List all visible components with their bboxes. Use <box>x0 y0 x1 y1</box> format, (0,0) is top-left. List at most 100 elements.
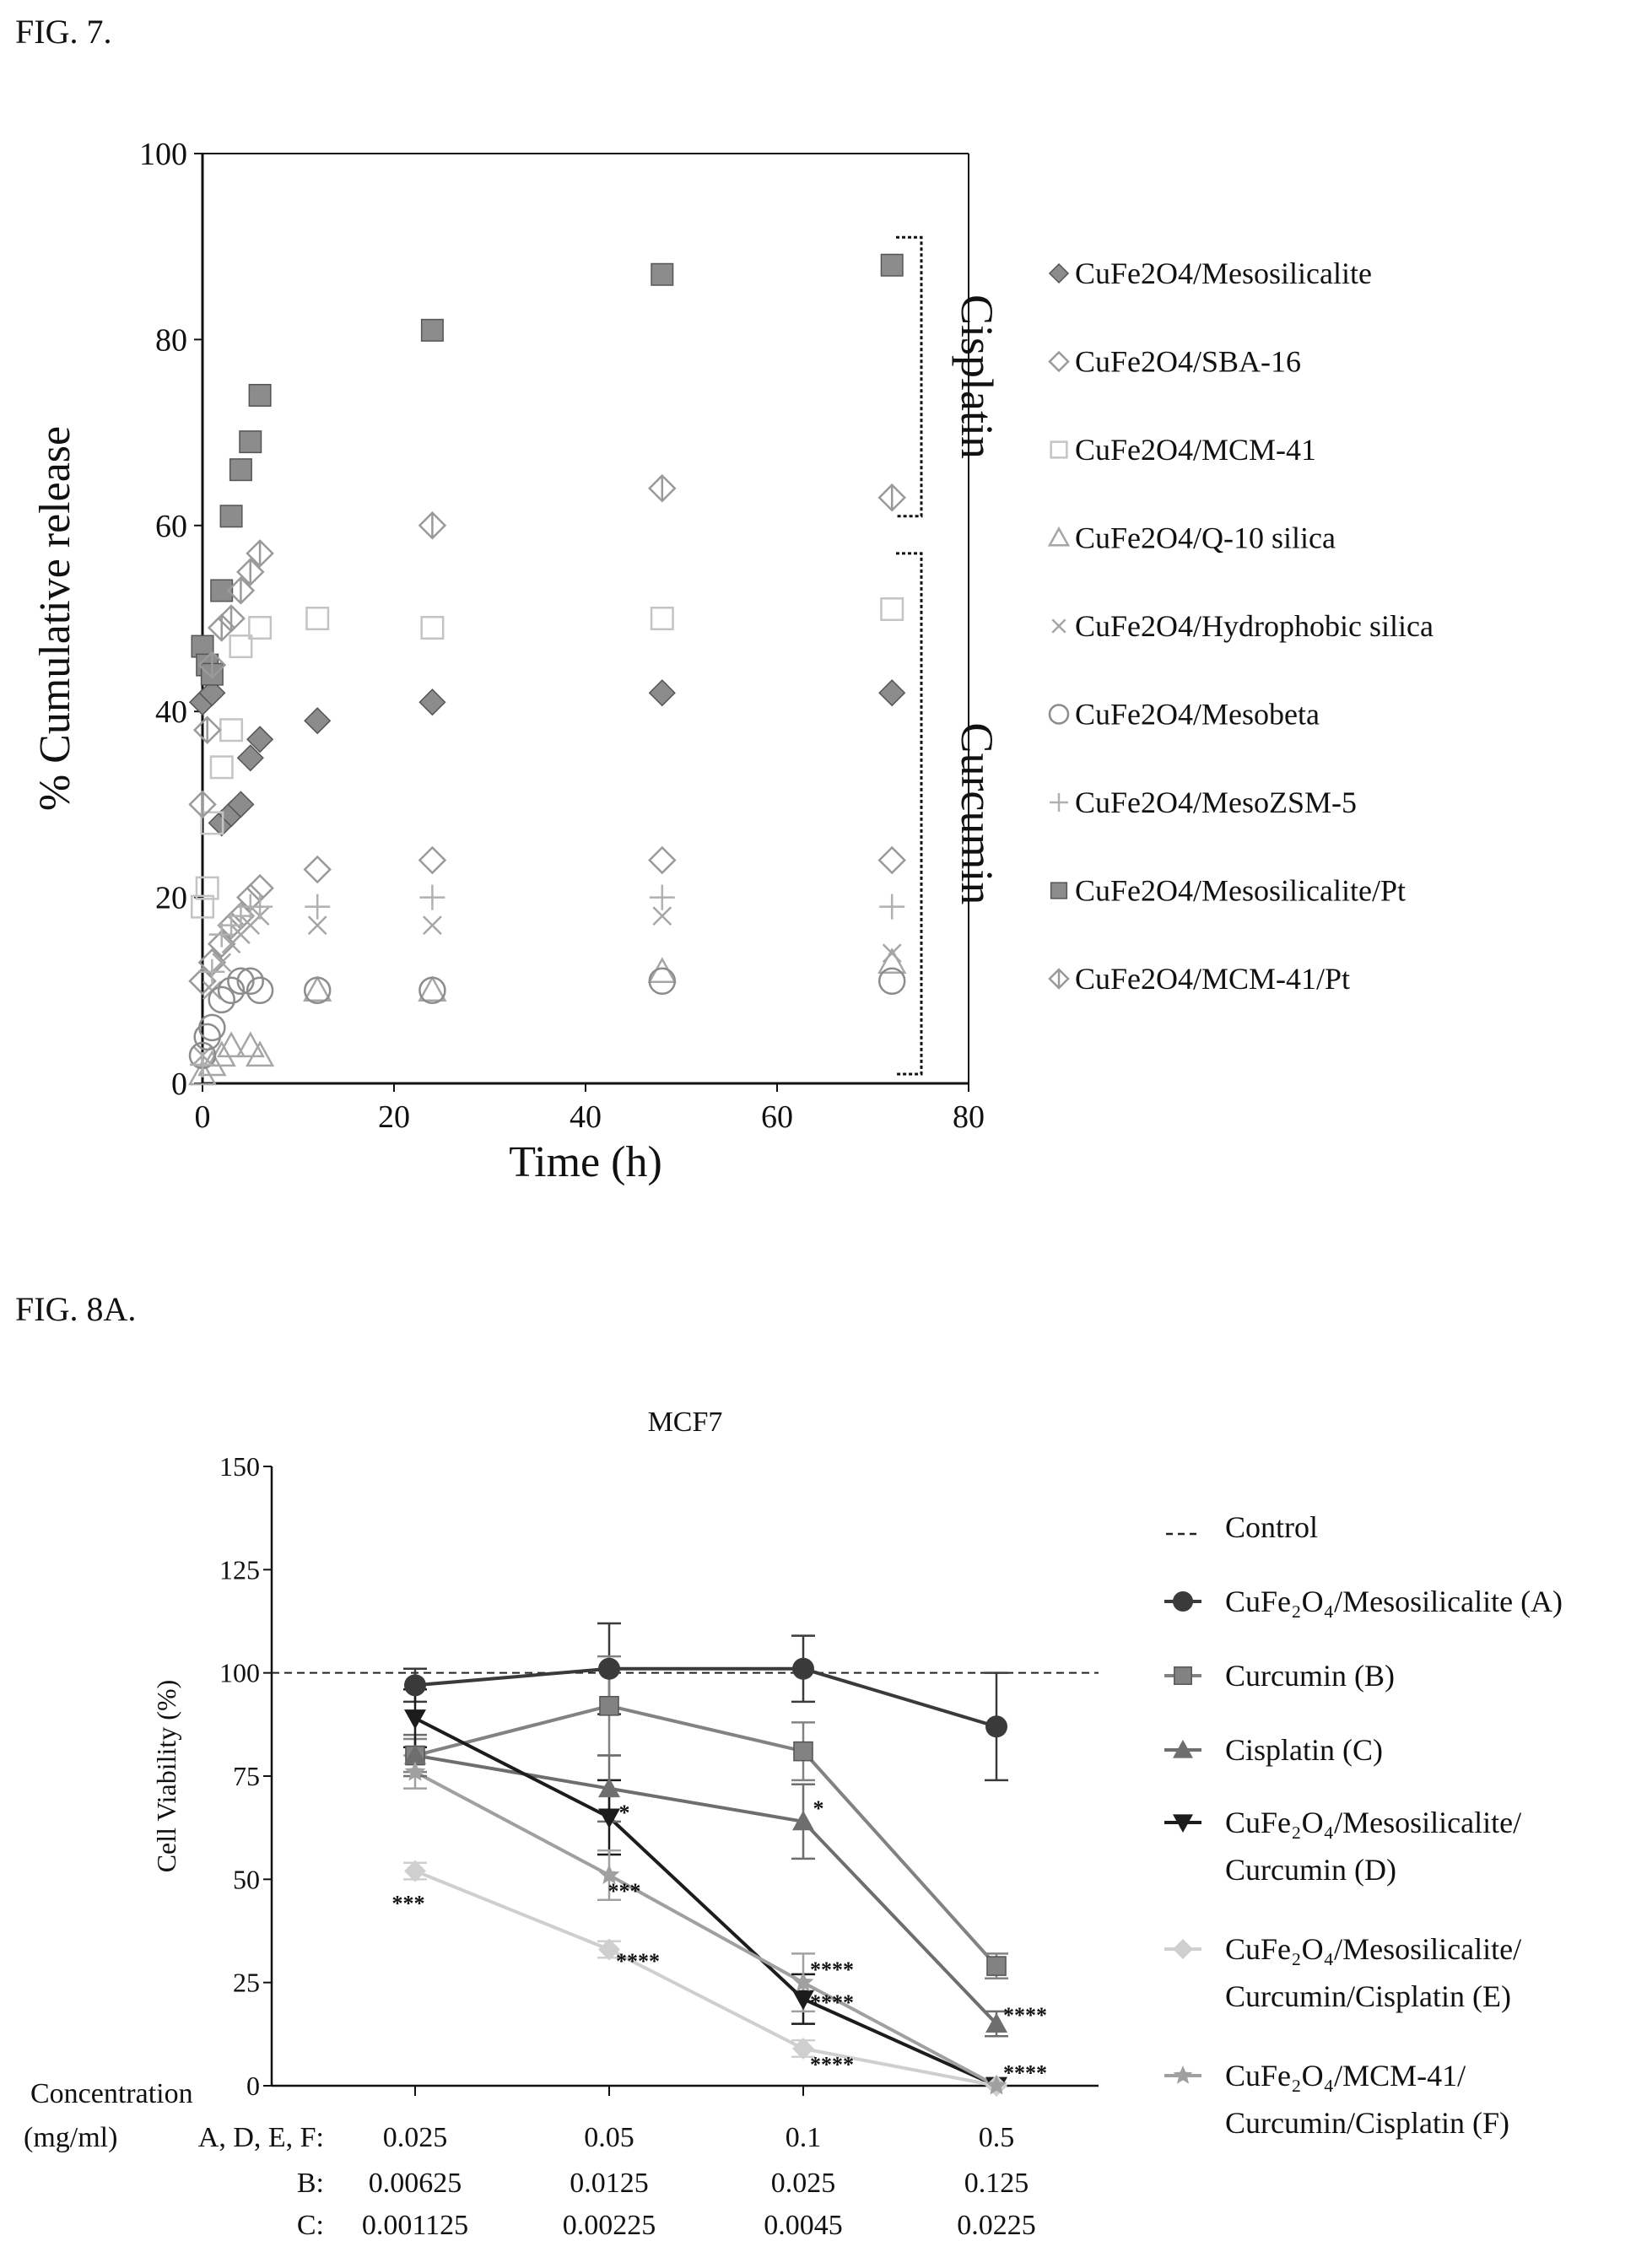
y-axis-label: Cell Viability (%) <box>151 1680 181 1873</box>
y-tick-label: 80 <box>155 322 187 358</box>
bracket-label: Curcumin <box>952 722 1002 904</box>
data-point <box>207 613 236 642</box>
data-point <box>418 975 447 1002</box>
significance-label: **** <box>810 2053 854 2077</box>
legend-marker <box>1048 704 1070 725</box>
data-point <box>404 1709 426 1730</box>
data-point <box>304 707 332 735</box>
fig7-label: FIG. 7. <box>15 13 112 51</box>
data-point <box>198 679 226 707</box>
data-point <box>418 688 446 716</box>
data-point <box>235 1031 265 1058</box>
data-point <box>652 906 672 926</box>
significance-label: * <box>619 1801 630 1825</box>
data-point <box>986 1956 1007 1976</box>
x-tick-label: 0 <box>195 1099 211 1135</box>
data-point <box>199 958 225 985</box>
data-point <box>878 679 906 707</box>
legend-entry: CuFe₂O₄/Mesosilicalite/ <box>1225 1932 1521 1966</box>
data-point <box>227 967 255 996</box>
significance-label: *** <box>392 1892 425 1916</box>
concentration-value: 0.0225 <box>957 2210 1036 2241</box>
data-point <box>792 2038 814 2060</box>
data-point <box>792 1990 814 2011</box>
legend-marker <box>1173 1740 1193 1758</box>
data-point <box>246 726 274 753</box>
legend-marker <box>1048 968 1070 990</box>
data-point <box>793 1741 813 1762</box>
legend-marker <box>1173 1591 1193 1612</box>
data-point <box>216 1031 246 1058</box>
data-point <box>418 976 446 1005</box>
data-point <box>404 1744 426 1764</box>
legend-marker <box>1174 1666 1192 1685</box>
data-point <box>219 718 244 742</box>
concentration-row-label: A, D, E, F: <box>198 2122 324 2153</box>
data-point <box>792 1810 814 1831</box>
data-point <box>985 2075 1007 2095</box>
data-point <box>229 458 252 482</box>
legend-entry: CuFe2O4/SBA-16 <box>1075 345 1301 379</box>
y-tick-label: 25 <box>233 1968 260 1998</box>
data-point <box>649 884 675 910</box>
significance-label: **** <box>810 1958 854 1982</box>
data-point <box>648 845 677 875</box>
data-point <box>219 505 243 528</box>
y-axis-label: % Cumulative release <box>31 426 79 811</box>
concentration-value: 0.0125 <box>570 2168 649 2199</box>
data-point <box>236 967 264 996</box>
data-point <box>217 604 246 633</box>
series-line <box>414 1753 998 2025</box>
data-point <box>418 511 447 540</box>
data-point <box>307 915 327 936</box>
y-tick-label: 125 <box>219 1554 260 1585</box>
data-point <box>236 744 264 772</box>
data-point <box>598 1777 620 1798</box>
legend-entry: Control <box>1225 1510 1318 1544</box>
legend-entry: CuFe2O4/Mesobeta <box>1075 698 1320 732</box>
data-point <box>197 651 227 679</box>
y-tick-label: 40 <box>155 694 187 730</box>
data-point <box>188 790 217 819</box>
data-point <box>404 1674 426 1697</box>
data-point <box>195 876 219 900</box>
data-point <box>598 1657 620 1680</box>
data-point <box>247 894 273 920</box>
concentration-value: 0.5 <box>979 2122 1015 2153</box>
data-point <box>305 894 331 920</box>
data-point <box>877 948 907 974</box>
y-tick-label: 150 <box>219 1451 260 1482</box>
significance-label: **** <box>1003 2003 1047 2028</box>
series-line <box>414 1704 998 1968</box>
legend-entry: Cisplatin (C) <box>1225 1733 1383 1767</box>
data-point <box>882 943 902 964</box>
concentration-value: 0.00625 <box>369 2168 462 2199</box>
y-tick-label: 100 <box>219 1658 260 1688</box>
legend-entry: Curcumin/Cisplatin (F) <box>1225 2106 1509 2140</box>
bracket <box>896 235 923 518</box>
legend-marker <box>1050 793 1068 812</box>
data-point <box>208 986 235 1014</box>
legend-marker <box>1048 262 1070 284</box>
data-point <box>248 616 273 640</box>
x-axis-label: Time (h) <box>509 1138 662 1186</box>
significance-label: **** <box>1003 2060 1047 2085</box>
y-tick-label: 20 <box>155 881 187 916</box>
concentration-value: 0.0045 <box>764 2210 843 2241</box>
data-point <box>207 929 236 958</box>
concentration-value: 0.05 <box>584 2122 634 2153</box>
data-point <box>305 607 330 630</box>
legend-entry: CuFe2O4/Q-10 silica <box>1075 521 1336 555</box>
data-point <box>246 976 274 1005</box>
data-point <box>647 957 677 984</box>
x-tick-label: 20 <box>378 1099 410 1135</box>
data-point <box>217 910 246 940</box>
data-point <box>197 1050 227 1077</box>
bracket-label: Cisplatin <box>952 294 1002 459</box>
legend-entry: CuFe2O4/MCM-41/Pt <box>1075 962 1350 996</box>
legend-entry: Curcumin/Cisplatin (E) <box>1225 1979 1511 2013</box>
y-tick-label: 50 <box>233 1864 260 1894</box>
concentration-title: Concentration <box>30 2078 193 2109</box>
data-point <box>236 558 265 586</box>
